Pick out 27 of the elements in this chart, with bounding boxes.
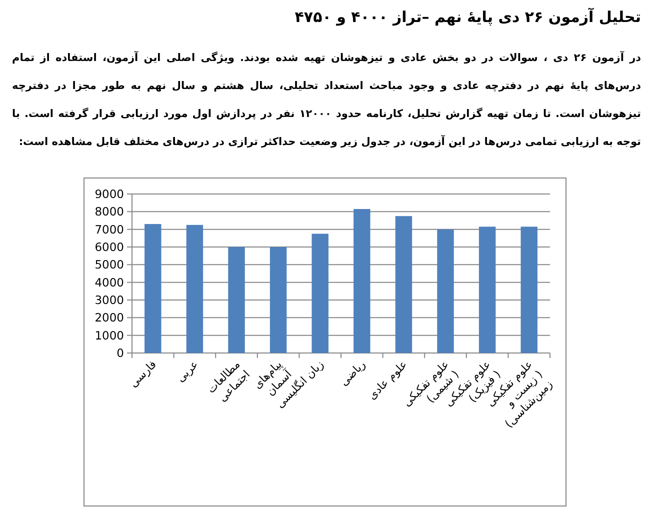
bar: [228, 247, 245, 353]
text: در آزمون ۲۶ دی ، سوالات در دو بخش عادی و تیزهوشان تهیه شده بودند. ویژگی اصلی این آزمون، استفاده از تمام درس‌های پایهٔ نهم در دفترچه عادی و وجود مباحث استعداد تحلیلی، سال هشتم و سال نهم به طور مجزا در دفترچه تیزهوشان است. تا زمان تهیه گزارش تحلیل، کارنامه حدود ۱۲۰۰۰ نفر در پردازش اول مورد ارزیابی قرار گرفته است. با توجه به ارزیابی تمامی درس‌ها در این آزمون، در جدول زیر وضعیت حداکثر ترازی در درس‌های مختلف قابل مشاهده است:: [12, 52, 642, 148]
y-tick-label: 0: [116, 346, 124, 360]
bar: [395, 216, 412, 353]
y-tick-label: 4000: [94, 275, 124, 290]
y-tick-label: 3000: [94, 293, 124, 307]
x-tick-label: ریاضی: [337, 358, 368, 388]
y-tick-label: 9000: [94, 187, 124, 201]
bar: [520, 226, 538, 353]
x-tick-label: عربی: [174, 358, 201, 385]
y-tick-label: 5000: [94, 258, 124, 272]
y-tick-label: 8000: [94, 204, 124, 219]
y-tick-label: 1000: [94, 328, 124, 342]
chart-title: تحلیل آزمون ۲۶ دی پایهٔ نهم –تراز ۴۰۰۰ و ۴۷۵۰: [294, 8, 641, 26]
y-tick-label: 6000: [94, 240, 124, 254]
bar: [312, 234, 328, 353]
bar: [437, 229, 454, 353]
bar: [186, 224, 204, 353]
bar: [354, 209, 370, 353]
x-tick-label: فارسی: [126, 358, 160, 390]
bar: [478, 226, 496, 353]
y-tick-label: 7000: [94, 222, 124, 236]
bar: [270, 247, 287, 353]
x-tick-label: علوم عادی: [366, 358, 410, 402]
y-tick-label: 2000: [94, 310, 124, 325]
bar: [144, 224, 162, 353]
x-tick-label: مطالعات اجتماعی: [204, 358, 253, 404]
